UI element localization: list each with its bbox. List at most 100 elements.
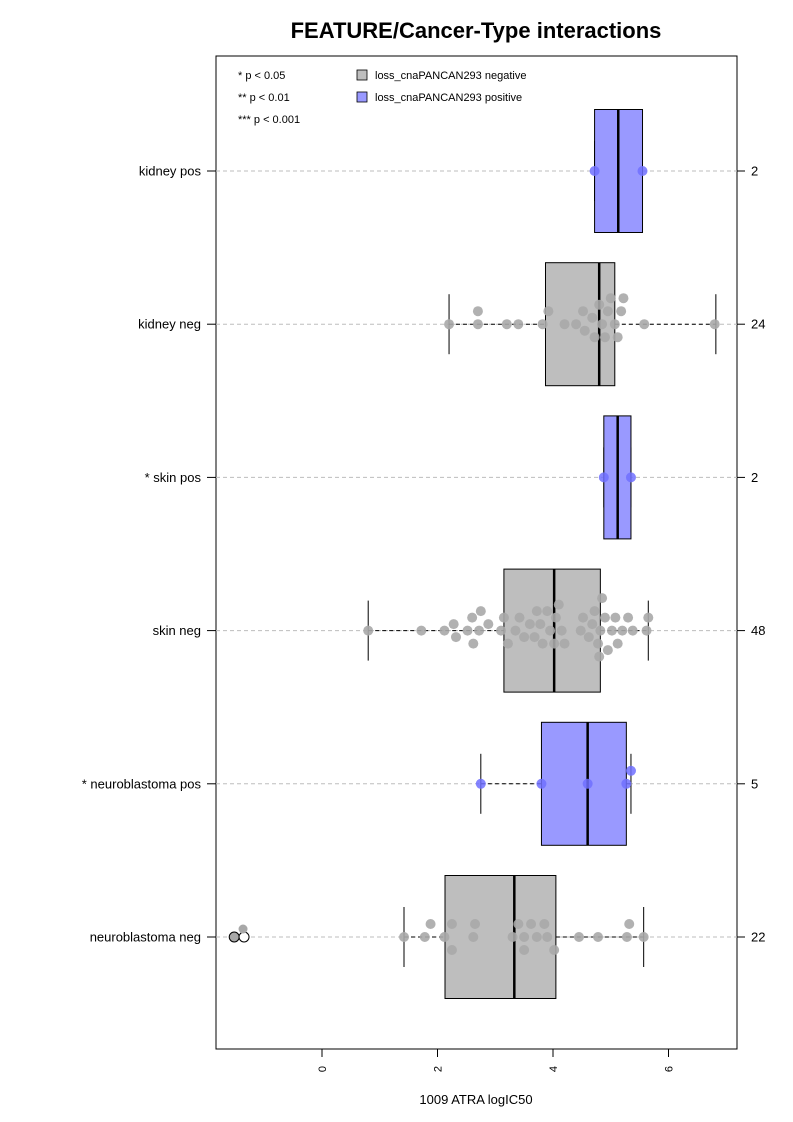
data-point <box>468 932 479 942</box>
data-point <box>238 924 248 934</box>
group-label: neuroblastoma neg <box>90 930 201 945</box>
data-point <box>597 319 608 330</box>
data-point <box>594 299 605 310</box>
data-point <box>496 625 507 636</box>
data-point <box>709 319 720 330</box>
data-point <box>507 932 518 942</box>
data-point <box>602 645 613 656</box>
data-point <box>623 612 634 623</box>
data-point <box>537 638 548 649</box>
data-point <box>475 606 486 617</box>
data-point <box>483 619 494 630</box>
data-point <box>639 319 650 330</box>
data-point <box>450 632 461 643</box>
data-point <box>625 472 636 483</box>
data-point <box>589 332 600 343</box>
group--skin-pos: * skin pos 2 <box>145 415 758 540</box>
outlier-point <box>228 931 240 943</box>
data-point <box>589 166 600 176</box>
data-point <box>419 932 430 942</box>
data-point <box>448 619 459 630</box>
sig-level-2: ** p < 0.01 <box>238 92 290 104</box>
significance-legend: * p < 0.05 ** p < 0.01 *** p < 0.001 <box>238 70 300 126</box>
data-point <box>593 638 604 649</box>
data-point <box>531 932 542 942</box>
data-point <box>612 638 623 649</box>
data-point <box>597 593 608 604</box>
data-point <box>638 932 649 942</box>
data-point <box>595 625 606 636</box>
data-point <box>641 625 652 636</box>
legend-swatch-negative <box>356 69 368 81</box>
data-point <box>526 919 537 929</box>
group-count: 48 <box>751 623 765 638</box>
data-point <box>502 638 513 649</box>
data-point <box>594 651 605 662</box>
data-point <box>439 625 450 636</box>
data-point <box>468 638 479 649</box>
data-point <box>575 625 586 636</box>
data-point <box>549 638 560 649</box>
outlier-point <box>238 931 250 943</box>
sig-level-3: *** p < 0.001 <box>238 114 300 126</box>
data-point <box>513 319 524 330</box>
data-point <box>474 625 485 636</box>
data-point <box>573 932 584 942</box>
data-point <box>609 319 620 330</box>
data-point <box>519 945 530 955</box>
data-point <box>510 625 521 636</box>
data-point <box>535 619 546 630</box>
data-point <box>606 625 617 636</box>
data-point <box>425 919 436 929</box>
group-label: * neuroblastoma pos <box>82 776 202 791</box>
x-tick-label: 6 <box>664 1066 676 1072</box>
group-label: * skin pos <box>145 470 202 485</box>
group-count: 5 <box>751 776 758 791</box>
plot-frame <box>215 55 738 1050</box>
data-point <box>542 932 553 942</box>
data-point <box>444 319 455 330</box>
data-point <box>627 625 638 636</box>
data-point <box>446 919 457 929</box>
data-point <box>583 632 594 643</box>
data-point <box>529 632 540 643</box>
data-point <box>537 319 548 330</box>
x-tick-label: 2 <box>433 1066 445 1072</box>
data-point <box>536 778 547 789</box>
data-point <box>559 319 570 330</box>
data-point <box>610 612 621 623</box>
data-point <box>612 332 623 343</box>
data-point <box>589 606 600 617</box>
data-point <box>637 166 648 176</box>
x-tick-label: 4 <box>548 1066 560 1072</box>
data-point <box>462 625 473 636</box>
group-count: 2 <box>751 470 758 485</box>
data-point <box>498 612 509 623</box>
data-point <box>363 625 374 636</box>
data-point <box>553 599 564 610</box>
group-count: 2 <box>751 164 758 179</box>
data-point <box>587 619 598 630</box>
group--neuroblastoma-pos: * neuroblastoma pos 5 <box>82 721 758 846</box>
data-point <box>578 612 589 623</box>
group-count: 24 <box>751 317 765 332</box>
group-count: 22 <box>751 930 765 945</box>
data-point <box>643 612 654 623</box>
chart-title: FEATURE/Cancer-Type interactions <box>291 18 662 43</box>
data-point <box>542 606 553 617</box>
data-point <box>539 919 550 929</box>
data-point <box>501 319 512 330</box>
data-point <box>472 306 483 317</box>
data-point <box>524 619 535 630</box>
x-tick-label: 0 <box>317 1066 329 1072</box>
data-point <box>571 319 582 330</box>
data-point <box>513 919 524 929</box>
x-axis-label: 1009 ATRA logIC50 <box>419 1092 532 1107</box>
group-label: kidney neg <box>138 317 201 332</box>
data-point <box>582 778 593 789</box>
data-point <box>616 306 627 317</box>
data-point <box>625 765 636 776</box>
legend-swatch-positive <box>356 91 368 103</box>
data-point <box>587 312 598 323</box>
data-point <box>605 293 616 304</box>
